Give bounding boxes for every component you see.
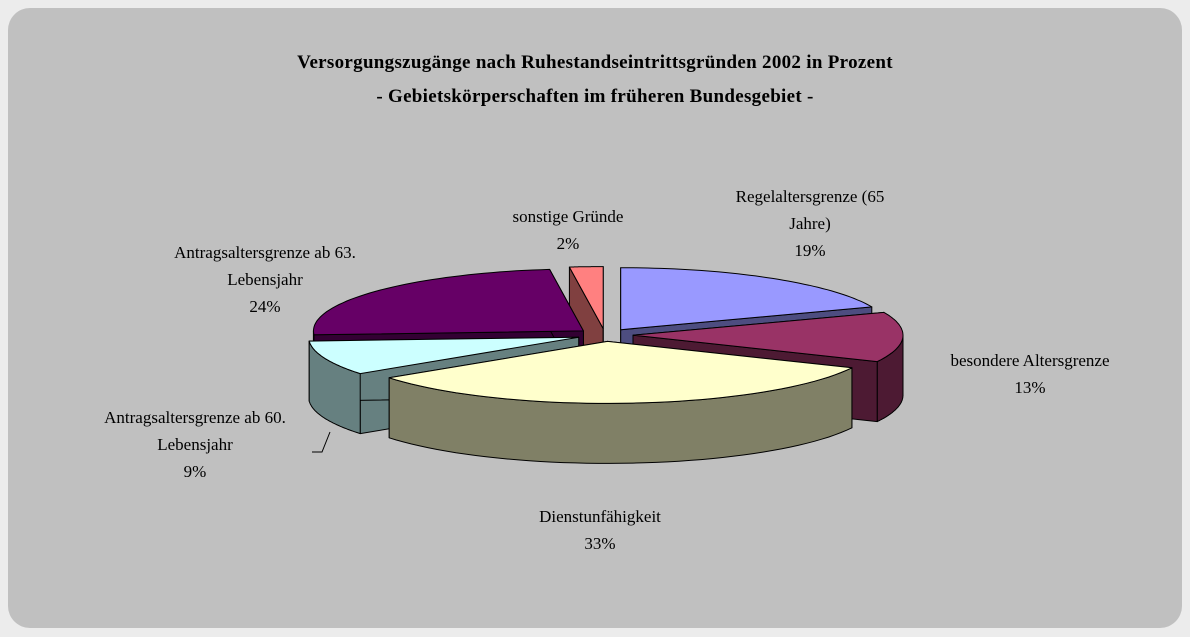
chart-title: Versorgungszugänge nach Ruhestandseintri… [297, 52, 893, 73]
data-label: sonstige Gründe 2% [478, 203, 658, 257]
data-label: Regelaltersgrenze (65 Jahre) 19% [725, 183, 895, 264]
category-label: Antragsaltersgrenze ab 60. Lebensjahr [104, 408, 286, 454]
category-label: Regelaltersgrenze (65 Jahre) [735, 187, 885, 233]
slice [568, 266, 604, 330]
value-label: 19% [794, 241, 826, 260]
value-label: 9% [183, 462, 207, 481]
data-label: Antragsaltersgrenze ab 63. Lebensjahr 24% [145, 239, 385, 320]
data-label: besondere Altersgrenze 13% [910, 347, 1150, 401]
slice [620, 267, 873, 331]
slice [632, 311, 904, 363]
slice [388, 340, 853, 404]
data-label: Dienstunfähigkeit 33% [490, 503, 710, 557]
category-label: Dienstunfähigkeit [539, 507, 661, 526]
leader-line [312, 431, 331, 453]
value-label: 33% [584, 534, 616, 553]
category-label: Antragsaltersgrenze ab 63. Lebensjahr [174, 243, 356, 289]
category-label: besondere Altersgrenze [950, 351, 1110, 370]
value-label: 2% [556, 234, 580, 253]
value-label: 13% [1014, 378, 1046, 397]
slice [308, 336, 580, 375]
value-label: 24% [249, 297, 281, 316]
category-label: sonstige Gründe [512, 207, 624, 226]
data-label: Antragsaltersgrenze ab 60. Lebensjahr 9% [70, 404, 320, 485]
chart-subtitle: - Gebietskörperschaften im früheren Bund… [376, 86, 814, 107]
slice [312, 268, 584, 336]
